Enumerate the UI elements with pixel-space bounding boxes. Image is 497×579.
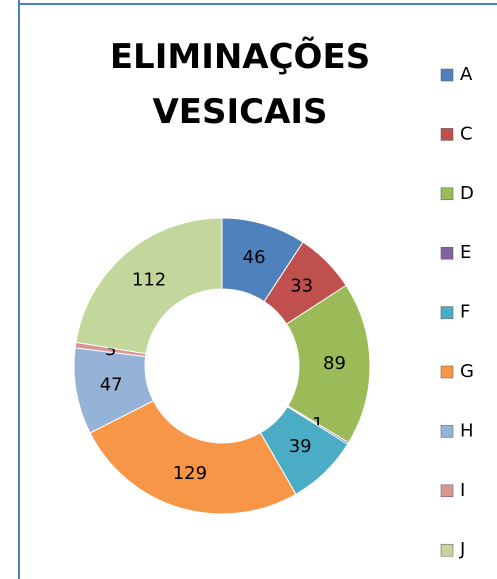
data-label: 47 (100, 374, 123, 395)
data-label: 3 (105, 339, 116, 360)
data-label: 89 (323, 353, 346, 374)
data-label: 33 (290, 276, 313, 297)
donut-slice (89, 400, 297, 515)
legend-label: C (460, 123, 473, 144)
data-label: 39 (289, 436, 312, 457)
legend-label: F (460, 302, 470, 323)
legend-swatch (440, 68, 454, 82)
chart-title: ELIMINAÇÕES VESICAIS (109, 37, 371, 132)
legend-label: I (460, 480, 465, 501)
data-label: 129 (173, 463, 207, 484)
legend-swatch (440, 365, 454, 379)
legend-label: J (459, 539, 465, 560)
data-label: 112 (132, 269, 166, 290)
legend-swatch (440, 187, 454, 201)
donut-slice (285, 284, 371, 444)
donut-slice (75, 217, 223, 355)
data-label: 46 (243, 247, 266, 268)
legend-swatch (440, 246, 454, 260)
legend-swatch (440, 306, 454, 319)
legend-swatch (440, 543, 454, 557)
data-label: 1 (312, 414, 323, 435)
legend-swatch (440, 128, 454, 141)
legend-label: H (460, 420, 474, 441)
legend-label: E (460, 242, 471, 263)
legend-swatch (440, 484, 454, 498)
legend-label: D (460, 183, 474, 204)
legend-swatch (440, 425, 454, 438)
legend-label: G (460, 361, 474, 382)
legend-label: A (460, 64, 473, 85)
